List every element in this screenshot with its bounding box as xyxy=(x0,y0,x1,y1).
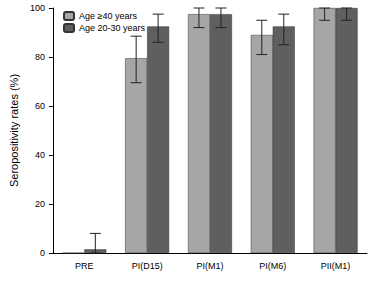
svg-text:60: 60 xyxy=(35,101,45,111)
svg-text:20: 20 xyxy=(35,199,45,209)
svg-text:PRE: PRE xyxy=(75,261,94,271)
svg-text:0: 0 xyxy=(40,248,45,258)
svg-text:40: 40 xyxy=(35,150,45,160)
svg-text:80: 80 xyxy=(35,52,45,62)
svg-text:Age ≥40 years: Age ≥40 years xyxy=(79,11,137,21)
svg-text:PI(M6): PI(M6) xyxy=(259,261,286,271)
svg-text:PI(D15): PI(D15) xyxy=(132,261,163,271)
svg-text:Age 20-30 years: Age 20-30 years xyxy=(79,23,146,33)
svg-text:100: 100 xyxy=(30,3,45,13)
svg-text:Seropositivity rates (%): Seropositivity rates (%) xyxy=(8,74,20,187)
svg-text:PI(M1): PI(M1) xyxy=(196,261,223,271)
svg-text:PII(M1): PII(M1) xyxy=(321,261,351,271)
